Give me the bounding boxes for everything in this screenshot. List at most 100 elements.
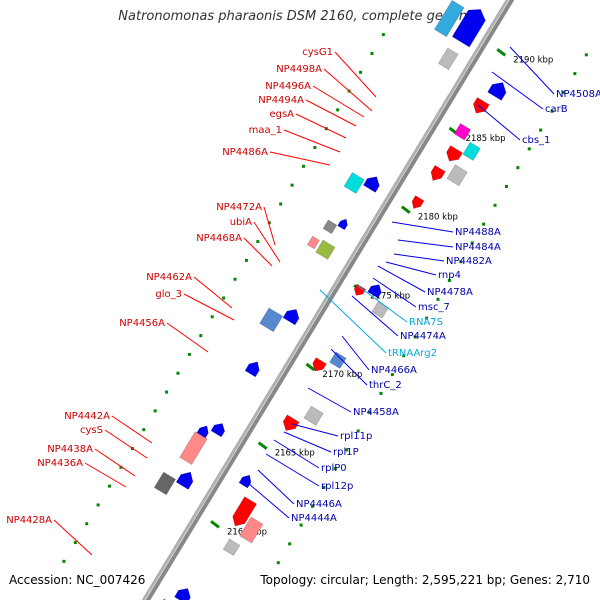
callout-line: [111, 415, 153, 444]
lane-dot: [436, 297, 440, 301]
gene-arrow-left-shape: [473, 97, 490, 114]
lane-dot: [336, 108, 340, 112]
callout-line: [307, 387, 352, 413]
scale-tick: [305, 362, 316, 372]
gene-label-left: NP4436A: [37, 458, 83, 469]
gene-arrow-left-shape: [446, 164, 468, 187]
scale-label: 2165 kbp: [275, 449, 315, 459]
gene-arrow-left: [462, 141, 481, 161]
callout-line: [283, 431, 332, 453]
gene-label-left: NP4498A: [276, 64, 322, 75]
gene-arrow-right-shape: [363, 176, 380, 193]
gene-arrow-left: [282, 414, 300, 431]
lane-dot: [370, 51, 374, 55]
lane-dot: [504, 184, 508, 188]
lane-dot: [311, 504, 315, 508]
lane-dot: [199, 334, 203, 338]
gene-label-left: cysS: [80, 425, 103, 436]
gene-arrow-right-shape: [451, 9, 486, 48]
lane-dot: [96, 503, 100, 507]
lane-dot: [550, 109, 554, 113]
gene-arrow-right-shape: [306, 235, 320, 250]
gene-arrow-left-shape: [238, 474, 252, 489]
gene-label-left: NP4486A: [222, 147, 268, 158]
gene-arrow-left-shape: [446, 145, 463, 162]
lane-dot: [187, 352, 191, 356]
gene-arrow-left: [303, 405, 324, 426]
lane-dot: [390, 373, 394, 377]
gene-arrow-left-shape: [353, 283, 367, 296]
lane-dot: [356, 429, 360, 433]
gene-arrow-left: [367, 284, 382, 299]
lane-dot: [288, 542, 292, 546]
gene-arrow-right: [153, 471, 177, 496]
lane-dot: [368, 410, 372, 414]
gene-arrow-right-shape: [282, 308, 300, 326]
gene-label-right: NP4484A: [455, 242, 501, 253]
gene-arrow-right-shape: [438, 47, 459, 71]
gene-arrow-left: [473, 97, 490, 114]
scale-tick: [257, 441, 268, 450]
gene-label-right: NP4478A: [427, 287, 473, 298]
gene-arrow-right: [337, 218, 348, 231]
gene-arrow-left-shape: [174, 588, 191, 600]
topology-label: Topology: circular; Length: 2,595,221 bp…: [260, 573, 590, 587]
callout-line: [243, 237, 273, 267]
scale-label: 2175 kbp: [370, 291, 410, 301]
gene-arrow-right-shape: [153, 471, 177, 496]
gene-arrow-right: [306, 235, 320, 250]
gene-arrow-left: [238, 474, 252, 489]
gene-arrow-right: [363, 176, 380, 193]
gene-label-right: NP4446A: [296, 499, 342, 510]
callout-line: [273, 439, 320, 469]
callout-line: [377, 265, 426, 293]
callout-line: [247, 482, 290, 519]
gene-arrow-left-shape: [329, 351, 347, 369]
callout-line: [491, 71, 544, 110]
lane-dot: [447, 279, 451, 283]
gene-arrow-left: [222, 538, 241, 556]
lane-dot: [470, 241, 474, 245]
lane-dot: [584, 53, 588, 57]
lane-dot: [379, 391, 383, 395]
gene-arrow-left-shape: [462, 141, 481, 161]
lane-dot: [573, 72, 577, 76]
gene-arrow-left: [446, 145, 463, 162]
lane-dot: [299, 523, 303, 527]
gene-arrow-left-shape: [487, 82, 507, 101]
callout-line: [53, 519, 93, 556]
callout-line: [357, 285, 408, 323]
scale-label: 2170 kbp: [322, 370, 362, 380]
lane-dot: [119, 465, 123, 469]
gene-arrow-right: [244, 361, 260, 378]
callout-line: [391, 221, 454, 233]
lane-dot: [493, 203, 497, 207]
accession-label: Accession: NC_007426: [9, 573, 146, 587]
callout-line: [94, 448, 136, 477]
gene-arrow-right-shape: [343, 172, 365, 194]
gene-arrow-left-shape: [453, 123, 472, 141]
callout-line: [341, 335, 370, 371]
gene-arrow-left-shape: [239, 516, 264, 544]
gene-label-right: cbs_1: [522, 135, 550, 146]
gene-label-left: ubiA: [230, 217, 252, 228]
callout-line: [305, 99, 357, 127]
gene-arrow-right-shape: [315, 239, 336, 260]
gene-label-left: NP4468A: [196, 233, 242, 244]
gene-arrow-right: [434, 0, 465, 38]
gene-label-right: tRNAArg2: [388, 348, 437, 359]
gene-arrow-right: [179, 431, 208, 465]
gene-arrow-left: [239, 516, 264, 544]
gene-arrow-right: [175, 471, 194, 490]
gene-arrow-left: [487, 82, 507, 101]
gene-arrow-left: [232, 496, 258, 527]
gene-arrow-right: [343, 172, 365, 194]
lane-dot: [345, 448, 349, 452]
gene-arrow-right-shape: [434, 0, 465, 38]
lane-dot: [381, 33, 385, 37]
lane-dot: [333, 467, 337, 471]
gene-arrow-left: [453, 123, 472, 141]
gene-label-left: NP4438A: [47, 444, 93, 455]
lane-dot: [313, 146, 317, 150]
